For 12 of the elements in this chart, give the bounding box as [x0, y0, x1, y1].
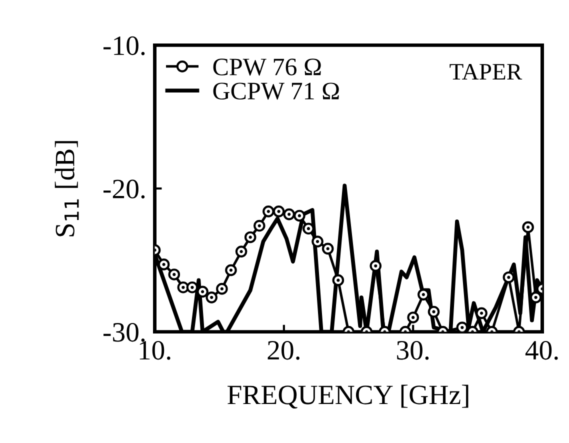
x-axis-title: FREQUENCY [GHz]: [228, 384, 468, 409]
y-axis-title: S$_{11}$ [dB]: [54, 141, 79, 236]
y-tick-label: -30.: [103, 322, 145, 342]
y-tick-label: -20.: [103, 180, 145, 199]
legend-label: CPW 76 Ω: [213, 58, 321, 76]
x-tick-label: 30.: [397, 340, 429, 360]
x-tick-label: 10.: [140, 340, 170, 360]
annotation: TAPER: [450, 64, 522, 80]
x-tick-label: 40.: [525, 340, 558, 360]
legend-label: GCPW 71 Ω: [213, 82, 339, 100]
y-tick-label: -10.: [103, 36, 145, 56]
x-tick-label: 20.: [268, 340, 300, 360]
